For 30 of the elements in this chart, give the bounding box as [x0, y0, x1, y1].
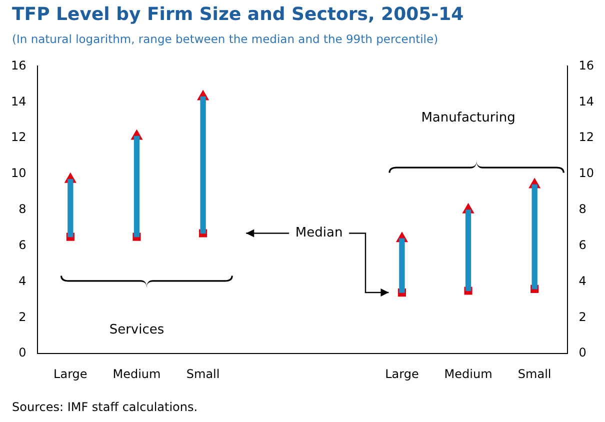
y2-tick-label: 12	[578, 130, 594, 144]
y-tick-label: 0	[18, 346, 26, 360]
y2-tick-label: 16	[578, 58, 594, 72]
annotation: Services	[109, 322, 164, 338]
x-tick-label: Small	[518, 366, 552, 381]
y2-tick-label: 0	[578, 346, 586, 360]
x-tick-label: Small	[186, 366, 220, 381]
y2-tick-label: 14	[578, 94, 594, 108]
y-tick-label: 8	[18, 202, 26, 216]
x-tick-label: Large	[385, 366, 419, 381]
x-tick-label: Medium	[112, 366, 161, 381]
y-tick-label: 12	[10, 130, 26, 144]
annotation: Median	[295, 226, 343, 241]
y2-tick-label: 2	[578, 310, 586, 324]
y2-tick-label: 6	[578, 238, 586, 252]
y-tick-label: 16	[10, 58, 26, 72]
y-tick-label: 4	[18, 274, 26, 288]
y-tick-label: 14	[10, 94, 26, 108]
chart-title: TFP Level by Firm Size and Sectors, 2005-14	[12, 4, 464, 25]
y-tick-label: 6	[18, 238, 26, 252]
x-tick-label: Large	[54, 366, 88, 381]
y2-tick-label: 8	[578, 202, 586, 216]
y-tick-label: 2	[18, 310, 26, 324]
y2-tick-label: 10	[578, 166, 594, 180]
x-tick-label: Medium	[444, 366, 492, 381]
annotation: Manufacturing	[421, 110, 516, 126]
chart-subtitle: (In natural logarithm, range between the median and the 99th percentile)	[12, 32, 438, 46]
y-tick-label: 10	[10, 166, 26, 180]
source-note: Sources: IMF staff calculations.	[12, 400, 198, 414]
y2-tick-label: 4	[578, 274, 586, 288]
